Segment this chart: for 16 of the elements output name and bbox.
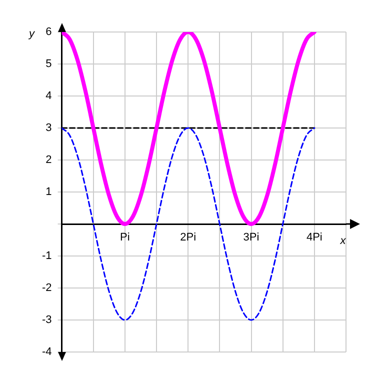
y-tick-label: 3 (46, 122, 52, 134)
x-axis-title: x (339, 235, 346, 247)
x-tick-label: 4Pi (306, 232, 322, 244)
y-tick-label: 1 (46, 186, 52, 198)
y-axis-title: y (28, 28, 36, 40)
y-tick-label: 4 (46, 90, 52, 102)
x-tick-label: Pi (120, 232, 130, 244)
y-tick-label: -3 (42, 314, 52, 326)
y-tick-label: 5 (46, 58, 52, 70)
x-tick-label: 3Pi (243, 232, 260, 244)
y-tick-label: -2 (42, 282, 52, 294)
y-tick-label: -1 (42, 250, 52, 262)
y-tick-label: -4 (42, 346, 52, 358)
x-tick-label: 2Pi (180, 232, 196, 244)
y-tick-label: 2 (46, 154, 52, 166)
y-tick-label: 6 (46, 26, 52, 38)
